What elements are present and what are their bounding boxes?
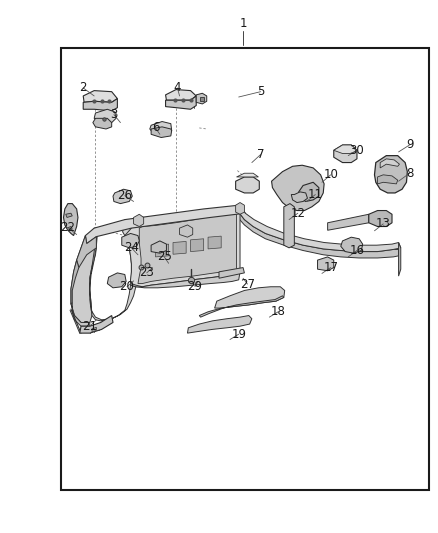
Polygon shape	[71, 260, 79, 304]
Polygon shape	[219, 268, 244, 278]
Text: 2: 2	[79, 82, 87, 94]
Polygon shape	[328, 214, 369, 230]
Polygon shape	[83, 91, 117, 102]
Polygon shape	[191, 239, 204, 252]
Polygon shape	[125, 208, 240, 287]
Polygon shape	[94, 109, 116, 123]
Text: 11: 11	[308, 188, 323, 201]
Text: 5: 5	[257, 85, 264, 98]
Text: 16: 16	[350, 244, 364, 257]
Polygon shape	[199, 296, 284, 317]
Polygon shape	[173, 241, 186, 254]
Polygon shape	[399, 243, 401, 276]
Bar	[61, 48, 429, 490]
Polygon shape	[272, 165, 324, 211]
Text: 17: 17	[323, 261, 338, 274]
Polygon shape	[90, 220, 139, 321]
Polygon shape	[71, 236, 96, 322]
Text: 19: 19	[231, 328, 246, 341]
Polygon shape	[80, 316, 113, 333]
Polygon shape	[151, 241, 166, 253]
Text: 30: 30	[350, 144, 364, 157]
Text: 8: 8	[406, 167, 413, 180]
Polygon shape	[187, 316, 252, 333]
Polygon shape	[239, 212, 399, 258]
Polygon shape	[236, 203, 244, 214]
Polygon shape	[334, 145, 357, 163]
Text: 20: 20	[120, 280, 134, 293]
Polygon shape	[378, 175, 398, 184]
Text: 7: 7	[257, 148, 265, 161]
Polygon shape	[85, 205, 245, 244]
Polygon shape	[341, 237, 363, 253]
Polygon shape	[196, 93, 207, 104]
Text: 27: 27	[240, 278, 255, 290]
Polygon shape	[83, 99, 117, 111]
Polygon shape	[334, 145, 357, 154]
Polygon shape	[107, 273, 126, 288]
Polygon shape	[134, 214, 144, 227]
Polygon shape	[208, 236, 221, 249]
Polygon shape	[318, 257, 334, 271]
Polygon shape	[380, 159, 399, 168]
Polygon shape	[236, 177, 259, 193]
Text: 4: 4	[173, 82, 181, 94]
Text: 6: 6	[152, 122, 159, 134]
Polygon shape	[77, 236, 96, 268]
Text: 22: 22	[60, 221, 75, 234]
Polygon shape	[71, 303, 90, 326]
Polygon shape	[374, 156, 407, 193]
Polygon shape	[166, 90, 196, 100]
Text: 29: 29	[187, 280, 202, 293]
Text: 23: 23	[139, 266, 154, 279]
Polygon shape	[369, 211, 392, 227]
Text: 24: 24	[124, 241, 139, 254]
Text: 18: 18	[271, 305, 286, 318]
Text: 1: 1	[239, 18, 247, 30]
Polygon shape	[122, 233, 139, 248]
Polygon shape	[131, 272, 240, 288]
Polygon shape	[180, 225, 193, 237]
Polygon shape	[151, 127, 172, 138]
Polygon shape	[166, 96, 196, 109]
Text: 3: 3	[110, 108, 117, 121]
Text: 9: 9	[406, 139, 413, 151]
Polygon shape	[67, 227, 72, 230]
Polygon shape	[66, 213, 72, 217]
Polygon shape	[155, 244, 169, 257]
Polygon shape	[291, 192, 307, 203]
Polygon shape	[92, 327, 96, 332]
Polygon shape	[93, 118, 112, 129]
Text: 12: 12	[290, 207, 305, 220]
Text: 26: 26	[117, 189, 132, 202]
Polygon shape	[64, 204, 78, 236]
Polygon shape	[215, 287, 285, 308]
Polygon shape	[113, 189, 132, 204]
Polygon shape	[237, 173, 258, 177]
Text: 25: 25	[157, 251, 172, 263]
Text: 13: 13	[376, 217, 391, 230]
Polygon shape	[138, 211, 237, 284]
Text: 21: 21	[82, 320, 97, 333]
Text: 10: 10	[323, 168, 338, 181]
Polygon shape	[284, 204, 294, 248]
Polygon shape	[150, 122, 172, 134]
Polygon shape	[239, 205, 401, 252]
Polygon shape	[299, 182, 319, 201]
